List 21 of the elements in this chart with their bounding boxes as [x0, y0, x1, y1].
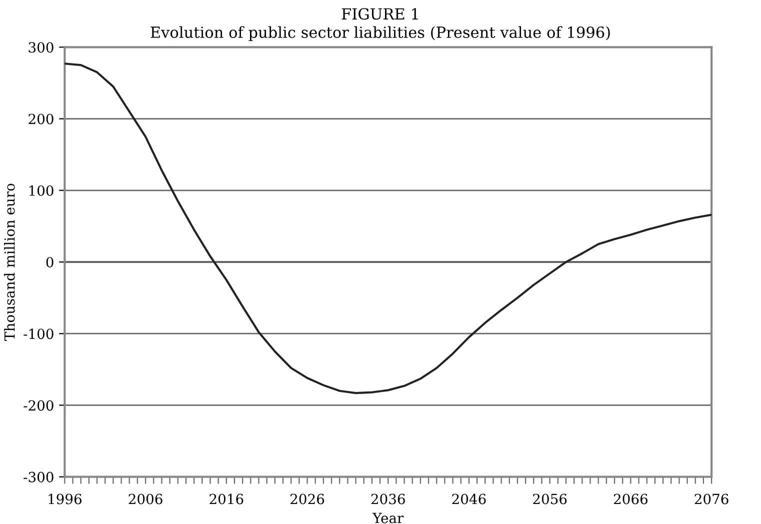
x-tick-label: 2076	[694, 494, 728, 504]
chart-title: FIGURE 1	[342, 8, 418, 20]
x-tick-label: 2026	[290, 494, 324, 504]
y-axis-title: Thousand million euro	[4, 184, 15, 341]
x-tick-label: 2036	[371, 494, 405, 504]
y-tick-label: -300	[24, 472, 54, 482]
x-tick-label: 2016	[210, 494, 244, 504]
x-tick-label: 2056	[533, 494, 567, 504]
x-tick-label: 2046	[452, 494, 486, 504]
x-tick-label: 2006	[128, 494, 162, 504]
y-tick-label: 200	[28, 114, 54, 124]
line-series	[64, 62, 712, 394]
y-tick-label: 100	[29, 185, 54, 196]
chart-subtitle: Evolution of public sector liabilities (Present value of 1996)	[150, 26, 610, 41]
x-tick-label: 2066	[614, 494, 648, 504]
x-tick-label: 1996	[48, 494, 82, 504]
x-axis-title: Year	[372, 512, 404, 524]
y-tick-label: -100	[24, 328, 54, 340]
y-tick-label: 0	[46, 256, 54, 268]
y-tick-label: -200	[24, 400, 54, 411]
y-tick-label: 300	[28, 42, 54, 53]
